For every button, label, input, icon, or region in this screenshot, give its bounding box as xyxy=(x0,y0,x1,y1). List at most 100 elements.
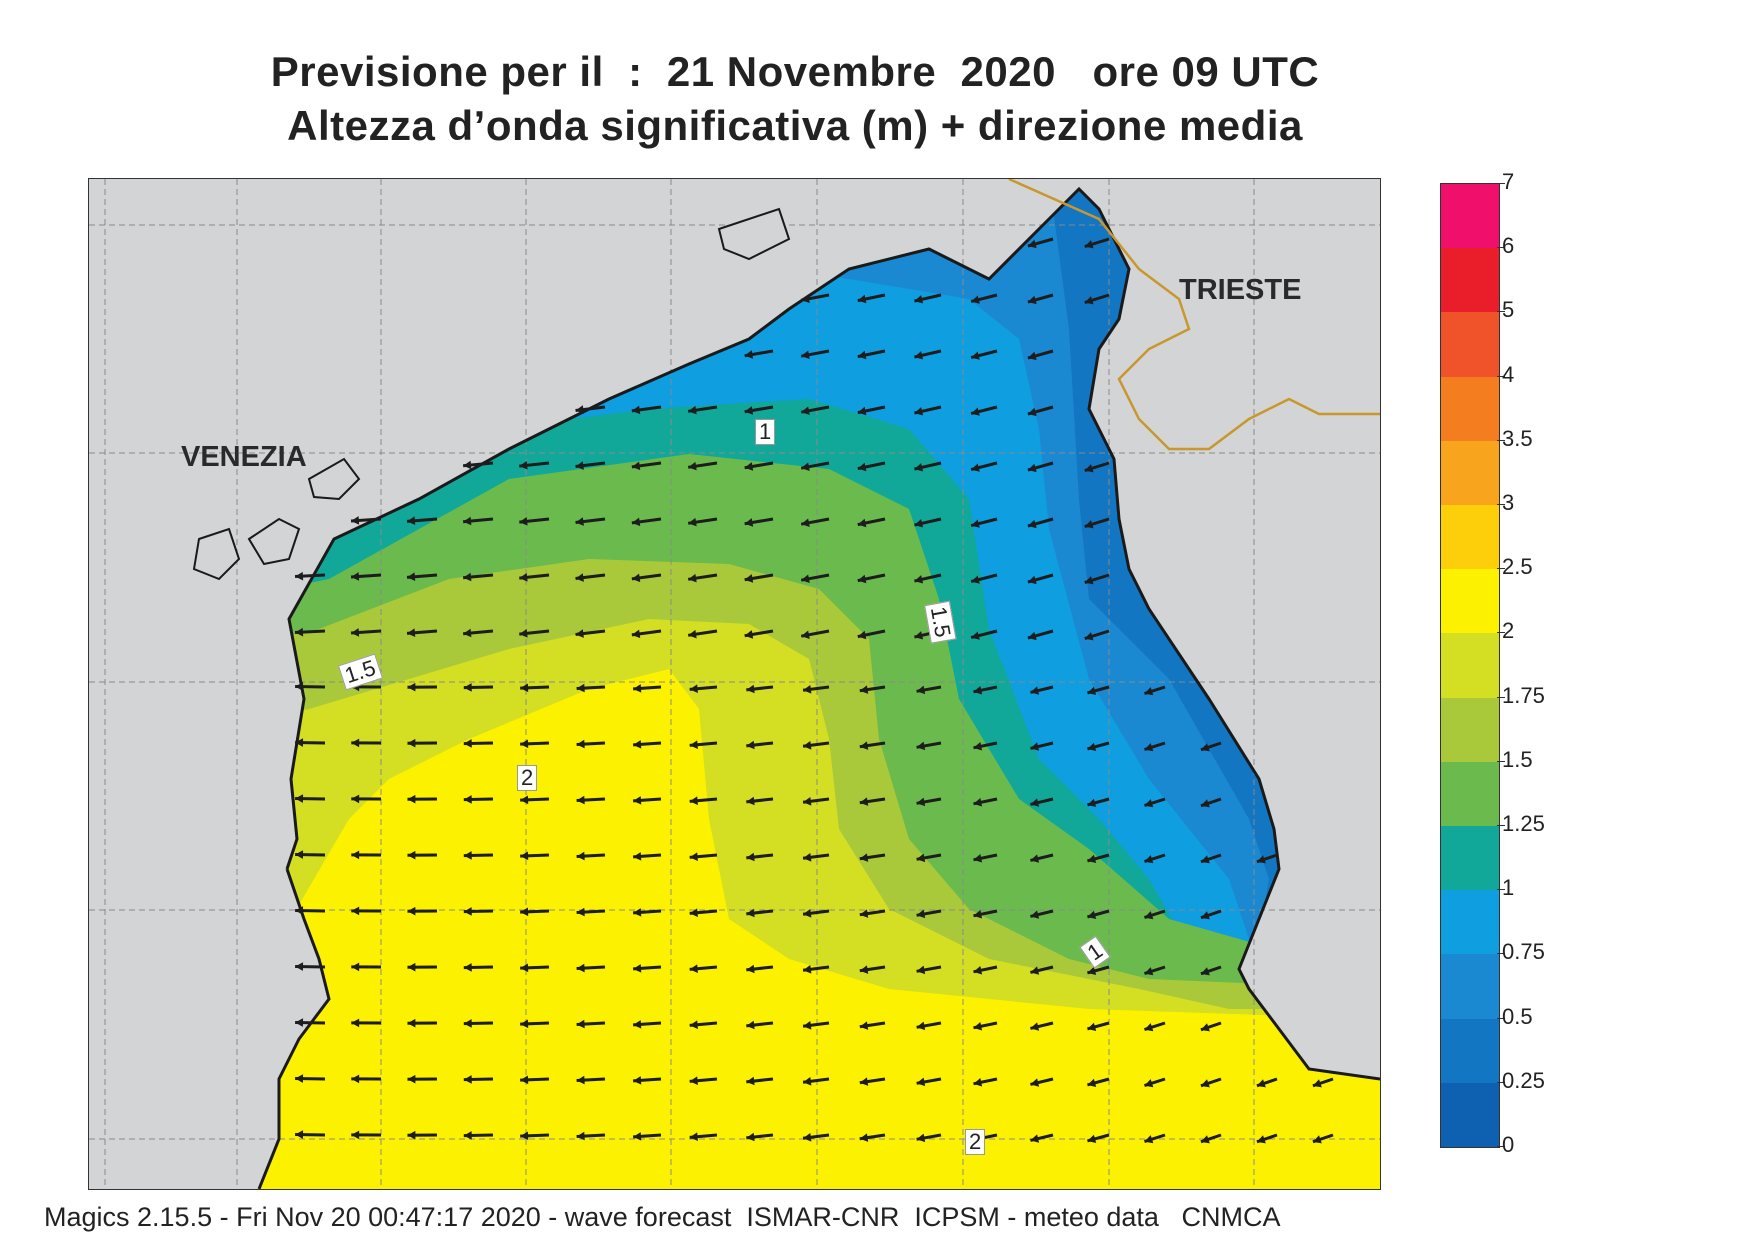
wave-direction-arrow xyxy=(1200,1133,1222,1144)
legend-label: 1 xyxy=(1502,875,1515,901)
wave-direction-arrow xyxy=(916,1021,942,1031)
island xyxy=(247,517,301,566)
legend-label: 7 xyxy=(1502,169,1515,194)
wave-direction-arrow xyxy=(633,908,662,917)
legend-label: 5 xyxy=(1502,297,1515,323)
wave-direction-arrow xyxy=(1030,685,1054,695)
legend-tick xyxy=(1497,439,1505,441)
wave-direction-arrow xyxy=(575,405,606,414)
wave-direction-arrow xyxy=(1027,629,1054,641)
wave-direction-arrow xyxy=(970,293,998,304)
wave-direction-arrow xyxy=(576,1075,606,1085)
wave-direction-arrow xyxy=(407,794,438,804)
legend-swatch xyxy=(1441,1082,1499,1148)
wave-direction-arrow xyxy=(1144,909,1166,920)
wave-direction-arrow xyxy=(970,573,998,584)
wave-direction-arrow xyxy=(914,405,942,416)
wave-direction-arrow xyxy=(294,627,326,637)
wave-direction-arrow xyxy=(970,461,998,472)
legend-swatch xyxy=(1441,697,1499,763)
wave-direction-arrow xyxy=(576,739,606,749)
wave-direction-arrow xyxy=(1087,1133,1110,1144)
legend-tick xyxy=(1497,568,1505,570)
wave-direction-arrow xyxy=(744,461,774,471)
legend-swatch xyxy=(1441,633,1499,699)
wave-direction-arrow xyxy=(802,1021,830,1030)
wave-direction-arrow xyxy=(1084,517,1110,529)
coastline xyxy=(285,186,1380,1081)
wave-direction-arrow xyxy=(520,851,550,861)
wave-direction-arrow xyxy=(631,405,662,415)
wave-direction-arrow xyxy=(1312,1077,1334,1088)
wave-direction-arrow xyxy=(973,1077,998,1087)
wave-direction-arrow xyxy=(973,853,998,863)
wave-direction-arrow xyxy=(802,1077,830,1086)
wave-direction-arrow xyxy=(1144,1133,1166,1144)
wave-direction-arrow xyxy=(859,797,886,806)
wave-direction-arrow xyxy=(295,906,326,915)
legend-swatch xyxy=(1441,761,1499,827)
wave-direction-arrow xyxy=(463,851,494,860)
title-line-2: Altezza d’onda significativa (m) + direz… xyxy=(287,102,1303,149)
wave-direction-arrow xyxy=(633,852,662,861)
wave-direction-arrow xyxy=(1087,741,1110,752)
legend-label: 0.25 xyxy=(1502,1067,1545,1093)
wave-direction-arrow xyxy=(859,965,886,974)
wave-direction-arrow xyxy=(746,964,774,974)
wave-direction-arrow xyxy=(914,517,942,528)
wave-direction-arrow xyxy=(576,795,606,805)
wave-direction-arrow xyxy=(800,349,830,359)
legend-label: 1.75 xyxy=(1502,682,1545,708)
wave-direction-arrow xyxy=(1027,517,1054,529)
wave-direction-arrow xyxy=(1087,1077,1110,1088)
wave-direction-arrow xyxy=(407,1130,438,1140)
wave-direction-arrow xyxy=(802,1133,830,1142)
wave-direction-arrow xyxy=(463,963,494,972)
legend-label: 0.75 xyxy=(1502,939,1545,965)
legend-label: 2.5 xyxy=(1502,554,1533,580)
legend-tick xyxy=(1497,953,1505,955)
wave-direction-arrow xyxy=(970,405,998,416)
wave-direction-arrow xyxy=(351,906,382,916)
wave-direction-arrow xyxy=(1144,685,1166,696)
island xyxy=(192,527,241,581)
wave-direction-arrow xyxy=(520,1131,550,1141)
wave-direction-arrow xyxy=(1144,1077,1166,1088)
wave-direction-arrow xyxy=(631,629,662,639)
wave-direction-arrow xyxy=(802,741,830,750)
wave-direction-arrow xyxy=(857,517,886,528)
wave-direction-arrow xyxy=(689,684,718,693)
wave-direction-arrow xyxy=(689,796,718,805)
wave-direction-arrow xyxy=(519,516,550,526)
lagoon-islands xyxy=(192,207,791,581)
wave-direction-arrow xyxy=(746,908,774,918)
wave-direction-arrow xyxy=(1144,797,1166,808)
wave-direction-arrow xyxy=(575,461,606,470)
wave-direction-arrow xyxy=(576,851,606,861)
wave-direction-arrow xyxy=(406,628,438,638)
wave-direction-arrow xyxy=(689,1076,718,1085)
wave-direction-arrow xyxy=(295,738,326,747)
wave-direction-arrow xyxy=(1144,741,1166,752)
wave-direction-arrow xyxy=(351,794,382,804)
wave-direction-arrow xyxy=(687,461,718,471)
wave-direction-arrow xyxy=(520,1019,550,1029)
wave-direction-arrow xyxy=(1027,405,1054,417)
wave-direction-arrow xyxy=(350,516,382,525)
wave-direction-arrow xyxy=(1087,909,1110,920)
legend-tick xyxy=(1497,504,1505,505)
wave-direction-arrow xyxy=(970,629,998,640)
wave-direction-arrow xyxy=(746,852,774,862)
wave-direction-arrow xyxy=(800,405,830,415)
wave-direction-arrow xyxy=(1200,853,1222,864)
legend-tick xyxy=(1497,696,1505,698)
wave-direction-arrow xyxy=(802,797,830,806)
color-legend xyxy=(1440,183,1500,1148)
wave-direction-arrow xyxy=(859,853,886,862)
wave-direction-arrow xyxy=(575,629,606,638)
contour-label: 2 xyxy=(517,765,538,791)
wave-direction-arrow xyxy=(520,739,550,749)
wave-direction-arrow xyxy=(802,965,830,974)
legend-swatch xyxy=(1441,826,1499,891)
legend-tick xyxy=(1497,247,1505,249)
